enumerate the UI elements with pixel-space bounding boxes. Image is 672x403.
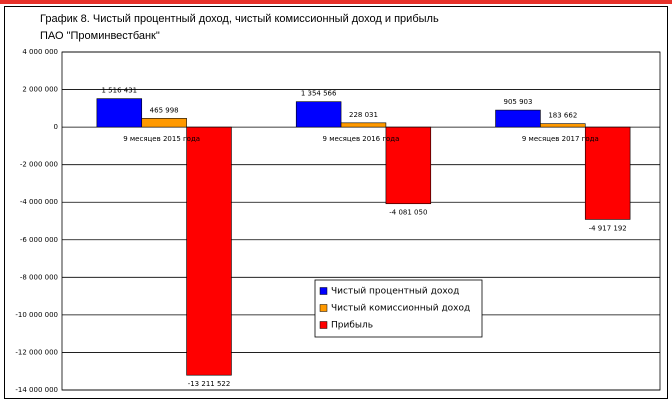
bar xyxy=(540,123,586,128)
legend-label: Прибыль xyxy=(331,321,373,331)
bar xyxy=(385,126,432,205)
data-label: 905 903 xyxy=(503,98,532,106)
legend-swatch xyxy=(319,287,328,295)
y-tick-label: -10 000 000 xyxy=(15,311,58,319)
x-tick-label: 9 месяцев 2016 года xyxy=(323,135,400,143)
y-tick-label: -2 000 000 xyxy=(20,161,58,169)
plot-area xyxy=(61,51,661,391)
bar xyxy=(186,126,232,376)
data-label: -4 917 192 xyxy=(589,224,627,232)
bar xyxy=(340,122,387,128)
x-tick-label: 9 месяцев 2015 года xyxy=(123,135,200,143)
data-label: 1 516 431 xyxy=(101,87,137,95)
legend-swatch xyxy=(319,304,328,312)
data-label: -13 211 522 xyxy=(188,380,231,388)
y-tick-label: -8 000 000 xyxy=(20,273,58,281)
data-label: 183 662 xyxy=(548,112,577,120)
data-label: 465 998 xyxy=(150,106,179,114)
y-tick-label: -14 000 000 xyxy=(15,386,58,394)
legend-swatch xyxy=(319,321,328,329)
y-tick-label: -6 000 000 xyxy=(20,236,58,244)
data-label: 1 354 566 xyxy=(301,90,337,98)
bar xyxy=(141,118,187,128)
bar xyxy=(584,126,631,220)
data-label: -4 081 050 xyxy=(389,209,427,217)
y-tick-label: -12 000 000 xyxy=(15,348,58,356)
y-tick-label: 4 000 000 xyxy=(22,48,58,56)
y-tick-label: 2 000 000 xyxy=(22,86,58,94)
top-bar xyxy=(0,0,672,4)
x-tick-label: 9 месяцев 2017 года xyxy=(522,135,599,143)
data-label: 228 031 xyxy=(349,111,378,119)
bar xyxy=(96,98,143,128)
legend-box xyxy=(314,279,483,338)
y-tick-label: -4 000 000 xyxy=(20,198,58,206)
legend-label: Чистый процентный доход xyxy=(331,287,459,297)
legend-label: Чистый комиссионный доход xyxy=(331,304,470,314)
bar xyxy=(295,101,342,128)
bar xyxy=(495,109,541,128)
y-tick-label: 0 xyxy=(54,123,58,131)
chart-title: График 8. Чистый процентный доход, чисты… xyxy=(40,13,439,25)
chart-title: ПАО "Проминвестбанк" xyxy=(40,30,160,42)
